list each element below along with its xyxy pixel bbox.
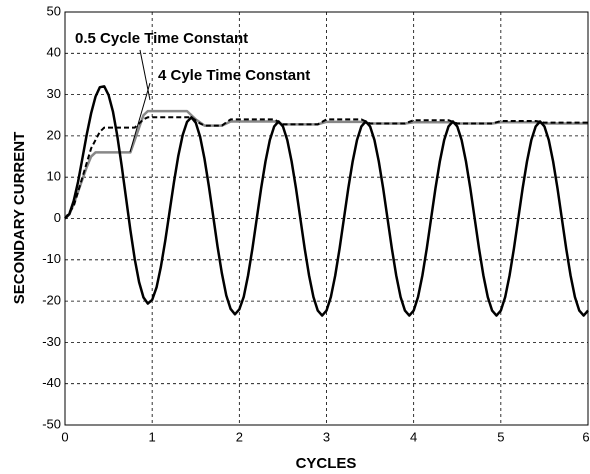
x-tick-label: 2 bbox=[236, 429, 243, 444]
x-axis-label: CYCLES bbox=[296, 455, 357, 472]
y-axis-label: SECONDARY CURRENT bbox=[11, 132, 28, 305]
y-tick-label: 40 bbox=[47, 45, 61, 60]
x-tick-label: 0 bbox=[61, 429, 68, 444]
y-tick-label: -40 bbox=[42, 375, 61, 390]
labels: -50 -40 -30 -20 -10 0 10 20 30 40 50 0 1 2 3 4 5 6 bbox=[42, 3, 589, 444]
annotation: 0.5 Cycle Time Constant bbox=[75, 30, 248, 47]
x-tick-label: 5 bbox=[497, 429, 504, 444]
series-line bbox=[64, 116, 588, 220]
y-tick-label: 30 bbox=[47, 86, 61, 101]
x-tick-label: 6 bbox=[582, 429, 589, 444]
leader-line bbox=[139, 49, 151, 101]
y-tick-label: 20 bbox=[47, 127, 61, 142]
x-tick-label: 3 bbox=[323, 429, 330, 444]
leader-line bbox=[129, 82, 151, 153]
series-line bbox=[64, 85, 589, 317]
y-tick-label: 50 bbox=[47, 3, 61, 18]
x-tick-label: 1 bbox=[149, 429, 156, 444]
lines bbox=[64, 85, 589, 317]
annotation: 4 Cyle Time Constant bbox=[158, 67, 310, 84]
y-tick-label: -50 bbox=[42, 416, 61, 431]
plot-frame bbox=[64, 11, 589, 426]
y-tick-label: -20 bbox=[42, 293, 61, 308]
y-tick-label: 10 bbox=[47, 169, 61, 184]
x-tick-label: 4 bbox=[410, 429, 417, 444]
y-tick-label: -30 bbox=[42, 334, 61, 349]
grid bbox=[64, 11, 589, 426]
y-tick-label: -10 bbox=[42, 251, 61, 266]
y-tick-label: 0 bbox=[54, 210, 61, 225]
